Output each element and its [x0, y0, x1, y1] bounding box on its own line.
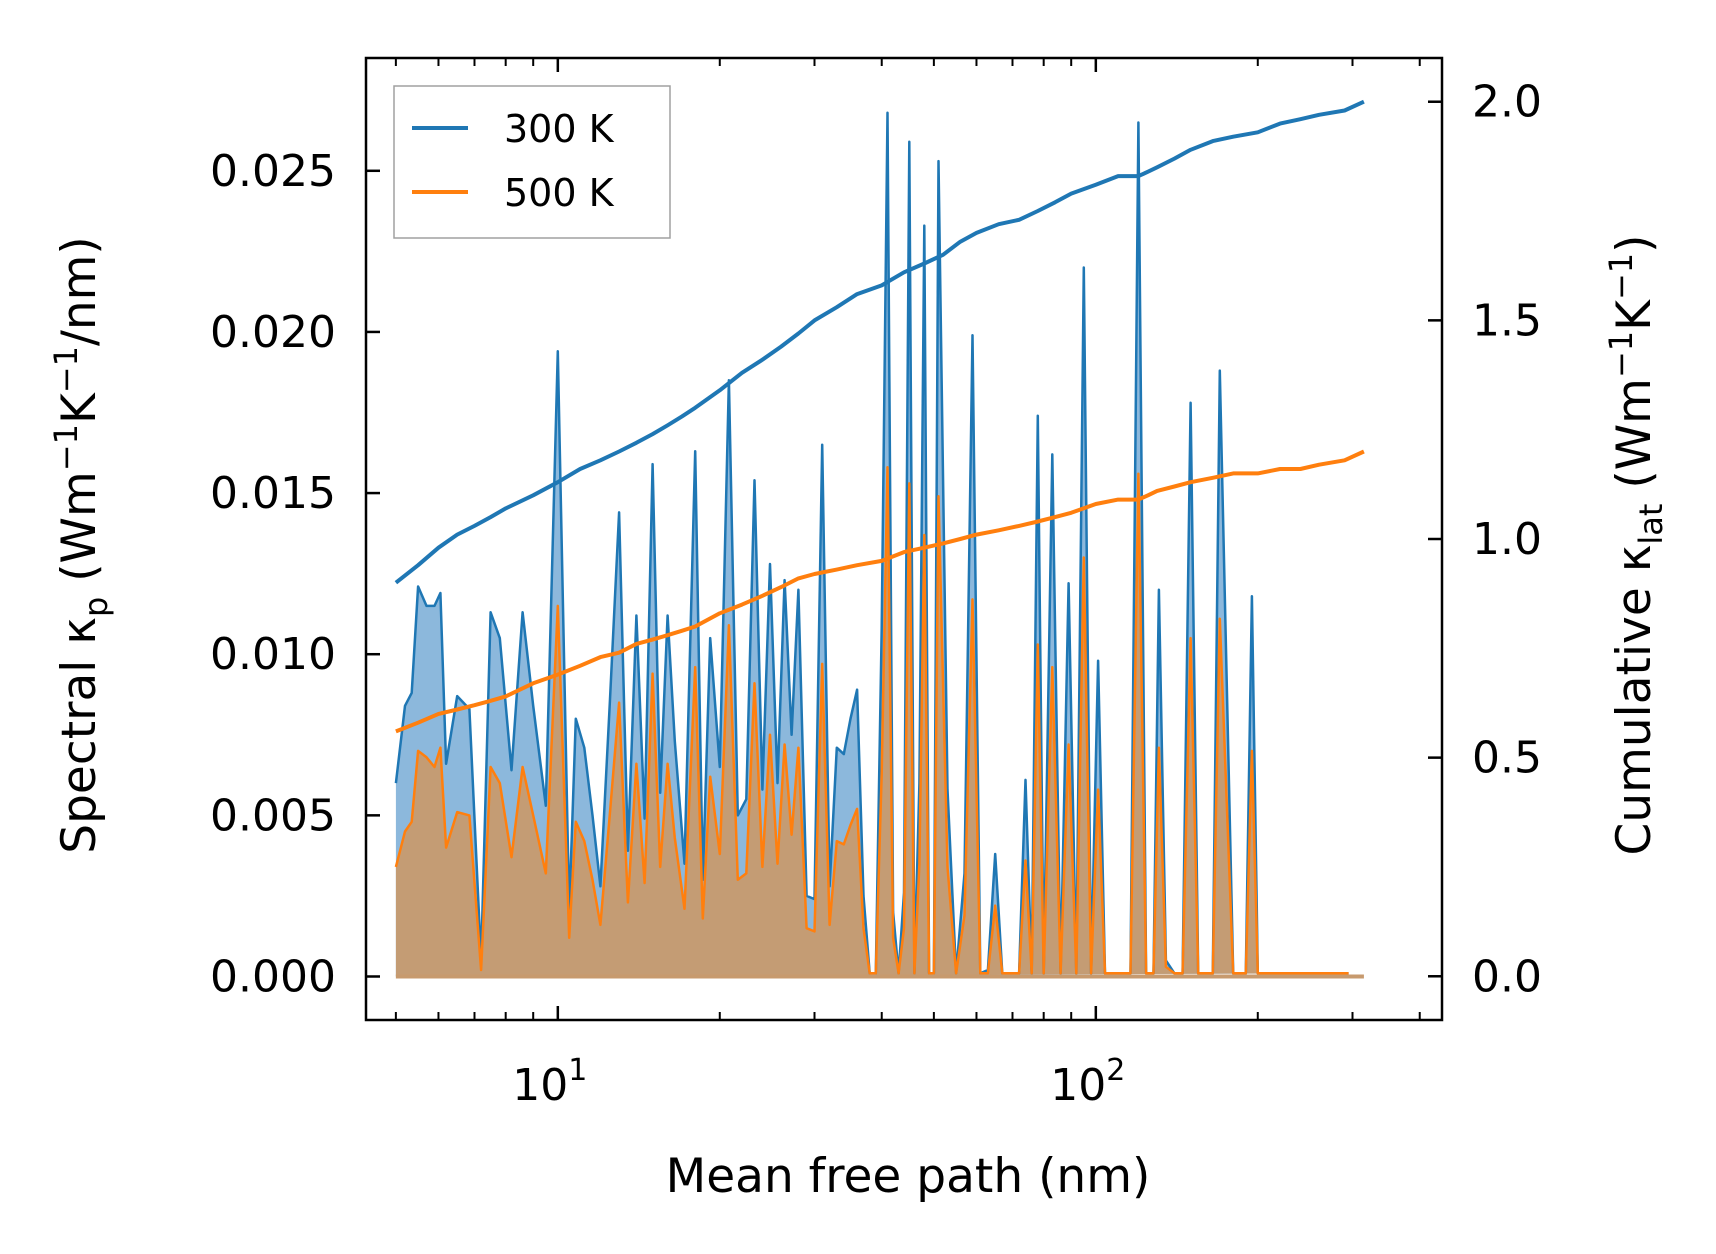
y2-tick-label: 2.0	[1472, 77, 1542, 128]
y2-tick-label: 1.0	[1472, 514, 1542, 565]
y-tick-label: 0.000	[210, 951, 336, 1002]
y-tick-label: 0.020	[210, 307, 336, 358]
axes: 0.000 0.005 0.010 0.015 0.020 0.025 0.0 0.5 1.0 1…	[210, 56, 1542, 1111]
y-tick-label: 0.010	[210, 629, 336, 680]
y2-tick-label: 0.0	[1472, 951, 1542, 1002]
x-tick-label: 101	[512, 1053, 587, 1111]
legend-label-500k: 500 K	[504, 171, 615, 215]
spectral-line-500k	[394, 466, 1349, 975]
y2-tick-label: 0.5	[1472, 733, 1542, 784]
legend-label-300k: 300 K	[504, 107, 615, 151]
cumulative-line-300k	[394, 99, 1365, 585]
x-axis-title: Mean free path (nm)	[666, 1149, 1151, 1204]
cumulative-line-500k	[395, 449, 1365, 734]
y-tick-label: 0.005	[210, 790, 336, 841]
plot-area	[394, 99, 1365, 979]
y-axis-title: Spectral κp (Wm−1K−1/nm)	[47, 236, 115, 853]
y-tick-label: 0.025	[210, 146, 336, 197]
y2-axis-title: Cumulative κlat (Wm−1K−1)	[1602, 234, 1670, 855]
y2-tick-label: 1.5	[1472, 295, 1542, 346]
y-tick-label: 0.015	[210, 468, 336, 519]
legend: 300 K 500 K	[393, 85, 671, 239]
spectral-area-300k	[395, 112, 1349, 977]
legend-frame	[393, 85, 671, 239]
x-tick-label: 102	[1050, 1053, 1125, 1111]
spectral-area-500k	[395, 467, 1349, 977]
